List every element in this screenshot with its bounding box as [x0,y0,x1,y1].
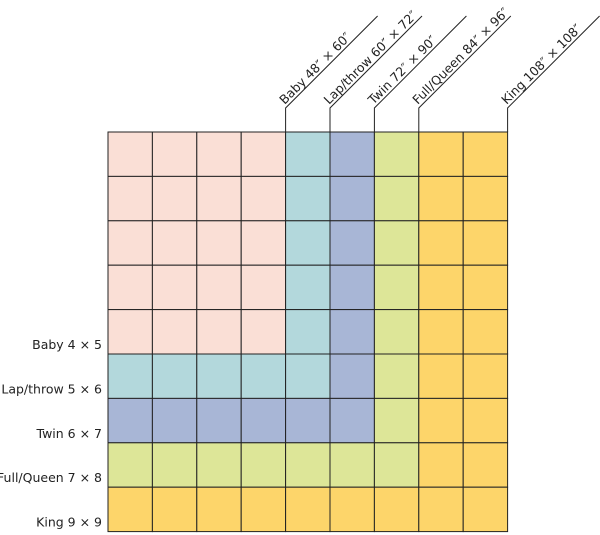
quilt-block-lap-throw [285,353,331,399]
quilt-block-king [285,486,331,533]
quilt-block-twin [329,264,375,311]
quilt-block-king [418,264,464,311]
leader-line [329,15,423,132]
quilt-block-lap-throw [285,264,331,311]
quilt-block-full-queen [373,442,420,488]
side-label-lap-throw: Lap/throw 5 × 6 [1,381,102,396]
quilt-block-twin [329,353,375,399]
quilt-block-king [418,309,464,355]
quilt-block-king [418,442,464,488]
quilt-block-baby [196,175,242,222]
quilt-block-twin [151,397,198,444]
size-leader-lines [285,15,600,132]
quilt-block-lap-throw [151,353,198,399]
quilt-block-twin [240,397,287,444]
quilt-block-baby [196,131,242,177]
quilt-block-baby [107,220,153,266]
quilt-block-king [462,175,509,222]
quilt-block-king [329,486,375,533]
quilt-block-king [462,486,509,533]
quilt-block-full-queen [373,175,420,222]
quilt-block-twin [329,220,375,266]
quilt-block-king [462,309,509,355]
quilt-block-king [462,264,509,311]
leader-line [418,15,512,132]
quilt-block-full-queen [373,264,420,311]
quilt-block-king [151,486,198,533]
quilt-block-twin [329,175,375,222]
quilt-block-baby [107,309,153,355]
quilt-block-baby [240,309,287,355]
quilt-block-baby [196,264,242,311]
quilt-block-king [462,131,509,177]
quilt-block-twin [329,397,375,444]
side-label-twin: Twin 6 × 7 [36,426,103,441]
side-label-baby: Baby 4 × 5 [32,337,102,352]
quilt-block-baby [240,131,287,177]
quilt-block-baby [107,264,153,311]
top-size-labels: Baby 48″ × 60″ Lap/throw 60″ × 72″ Twin … [276,4,584,108]
quilt-block-full-queen [373,353,420,399]
quilt-block-king [418,486,464,533]
quilt-block-lap-throw [107,353,153,399]
quilt-block-king [418,353,464,399]
quilt-block-king [462,442,509,488]
quilt-block-full-queen [329,442,375,488]
quilt-block-full-queen [373,220,420,266]
quilt-block-twin [107,397,153,444]
quilt-block-king [462,220,509,266]
leader-line [373,15,467,132]
quilt-block-full-queen [285,442,331,488]
quilt-block-full-queen [151,442,198,488]
quilt-grid [107,131,509,533]
quilt-block-king [418,397,464,444]
quilt-block-baby [151,264,198,311]
quilt-block-twin [196,397,242,444]
quilt-block-baby [151,309,198,355]
quilt-block-king [418,131,464,177]
quilt-block-king [373,486,420,533]
quilt-block-twin [329,309,375,355]
side-block-labels: Baby 4 × 5 Lap/throw 5 × 6 Twin 6 × 7 Fu… [0,337,102,530]
leader-line [285,15,378,132]
quilt-block-twin [329,131,375,177]
quilt-block-baby [151,131,198,177]
quilt-block-king [418,175,464,222]
quilt-block-lap-throw [285,309,331,355]
quilt-block-king [462,353,509,399]
quilt-block-baby [196,220,242,266]
quilt-block-lap-throw [285,220,331,266]
quilt-block-lap-throw [285,175,331,222]
quilt-block-baby [240,220,287,266]
side-label-full-queen: Full/Queen 7 × 8 [0,470,102,485]
quilt-block-full-queen [240,442,287,488]
quilt-block-full-queen [373,397,420,444]
quilt-block-baby [240,175,287,222]
quilt-block-king [196,486,242,533]
quilt-block-lap-throw [285,131,331,177]
quilt-block-king [462,397,509,444]
quilt-block-lap-throw [196,353,242,399]
quilt-block-king [107,486,153,533]
quilt-block-baby [240,264,287,311]
quilt-block-baby [107,175,153,222]
quilt-block-full-queen [373,309,420,355]
quilt-block-king [240,486,287,533]
side-label-king: King 9 × 9 [36,515,102,530]
quilt-block-king [418,220,464,266]
quilt-block-baby [151,220,198,266]
quilt-block-baby [196,309,242,355]
quilt-block-full-queen [373,131,420,177]
leader-line [507,15,600,132]
quilt-block-twin [285,397,331,444]
quilt-block-baby [151,175,198,222]
quilt-block-full-queen [196,442,242,488]
top-label-king: King 108″ × 108″ [498,21,584,107]
quilt-block-baby [107,131,153,177]
quilt-block-full-queen [107,442,153,488]
quilt-block-lap-throw [240,353,287,399]
